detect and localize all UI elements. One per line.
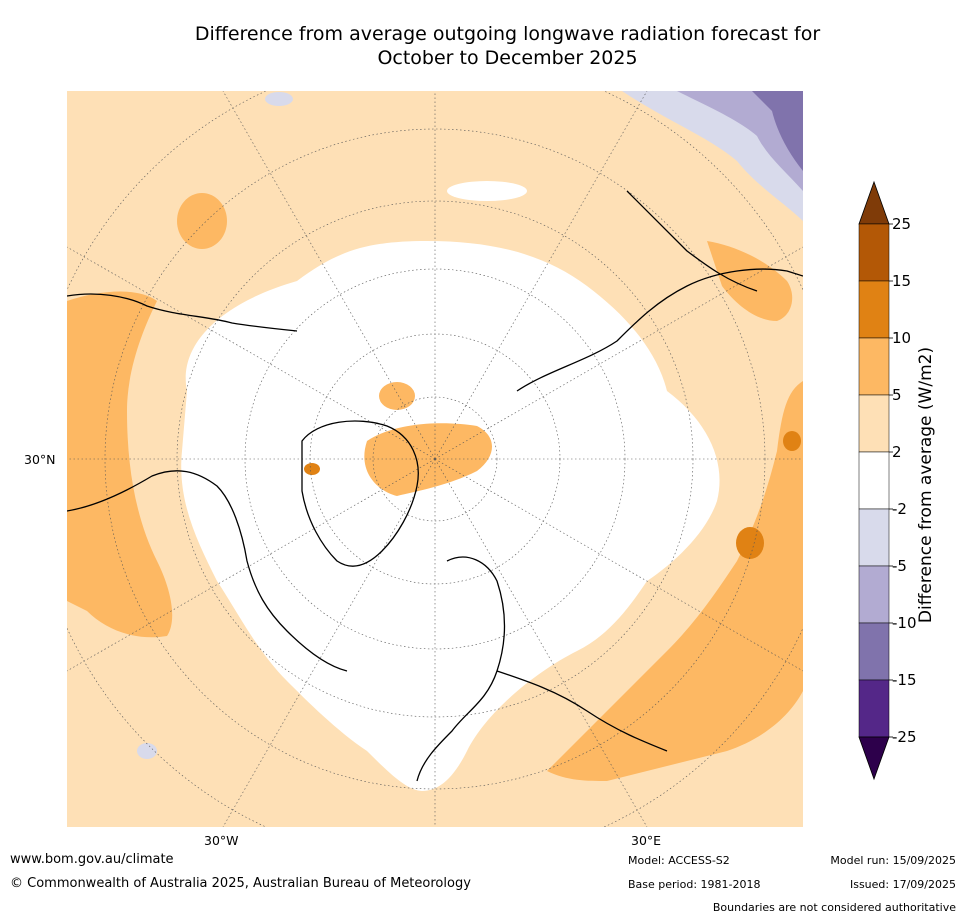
colorbar-tick-label: -5 [892,557,907,575]
colorbar-bin [858,280,890,339]
anomaly-5-10-greenland [364,423,492,496]
anomaly-neg-10-15-region [752,91,803,171]
coastline-europe [416,556,668,782]
colorbar-bin [858,223,890,282]
colorbar-tick-label: 25 [892,215,911,233]
colorbar-tick-label: -15 [892,671,917,689]
colorbar-extend-top [858,180,890,225]
colorbar-bin [858,337,890,396]
map-title: Difference from average outgoing longwav… [120,22,895,70]
olr-anomaly-map [67,91,803,827]
colorbar-tick-label: 5 [892,386,902,404]
footer-website: www.bom.gov.au/climate [10,852,174,867]
anomaly-5-10-asia [547,381,803,781]
colorbar-bin [858,679,890,738]
meridian-60e [434,458,803,672]
colorbar-tick-label: -10 [892,614,917,632]
lon-label-30w: 30°W [204,833,239,848]
colorbar-bin [858,451,890,510]
colorbar-tick-label: 15 [892,272,911,290]
anomaly-near-zero-arctic [181,241,720,791]
graticule [67,91,803,827]
footer-copyright: © Commonwealth of Australia 2025, Austra… [10,876,471,891]
lat-circle-80 [372,396,498,522]
meridian-150e [434,91,648,460]
title-line-2: October to December 2025 [377,47,638,69]
anomaly-10-15-arctic [304,463,320,475]
anomaly-near-zero-patch [447,181,527,201]
anomaly-5-10-north-pacific [177,193,227,249]
colorbar-tick-label: 10 [892,329,911,347]
meridian-30e [434,458,648,827]
anomaly-neg-small-sw [137,743,157,759]
colorbar-tick-label: 2 [892,443,902,461]
lat-circle-60 [244,268,626,650]
colorbar-bin [858,622,890,681]
lat-label-30n: 30°N [24,452,56,467]
lat-circle-40 [104,128,766,790]
meridian-60w [67,458,436,672]
coastlines [67,190,803,782]
coastline-north-america [67,293,348,672]
colorbar-extend-bottom [858,736,890,781]
anomaly-5-10-baffin [379,382,415,410]
coastline-greenland [301,420,419,567]
footer-base-period: Base period: 1981-2018 [628,878,761,891]
anomaly-5-10-north-america [67,291,173,638]
title-line-1: Difference from average outgoing longwav… [194,23,821,45]
meridian-120w [67,246,436,460]
meridian-30w [222,458,436,827]
lon-label-30e: 30°E [631,833,662,848]
colorbar-tick-label: -2 [892,500,907,518]
colorbar-bin [858,565,890,624]
anomaly-5-10-pacific-east [707,241,793,321]
anomaly-neg-small-nw [265,92,293,106]
footer-model: Model: ACCESS-S2 [628,854,730,867]
footer-issued: Issued: 17/09/2025 [849,878,956,891]
anomaly-neg-5-10-region [677,91,803,191]
anomaly-10-15-mongolia [736,527,764,559]
map-canvas [67,91,803,827]
colorbar-title: Difference from average (W/m2) [916,346,936,624]
footer-model-run: Model run: 15/09/2025 [830,854,956,867]
footer-disclaimer: Boundaries are not considered authoritat… [712,901,956,914]
anomaly-10-15-siberia [783,431,801,451]
meridian-120e [434,246,803,460]
colorbar-svg: 25 15 10 5 2 -2 -5 -10 -15 -25 [858,180,917,781]
meridian-150w [222,91,436,460]
colorbar-tick-label: -25 [892,728,917,746]
colorbar-bin [858,508,890,567]
lat-circle-50 [176,200,694,718]
coastline-asia [516,190,803,392]
colorbar-bin [858,394,890,453]
colorbar: 25 15 10 5 2 -2 -5 -10 -15 -25 [857,180,965,790]
